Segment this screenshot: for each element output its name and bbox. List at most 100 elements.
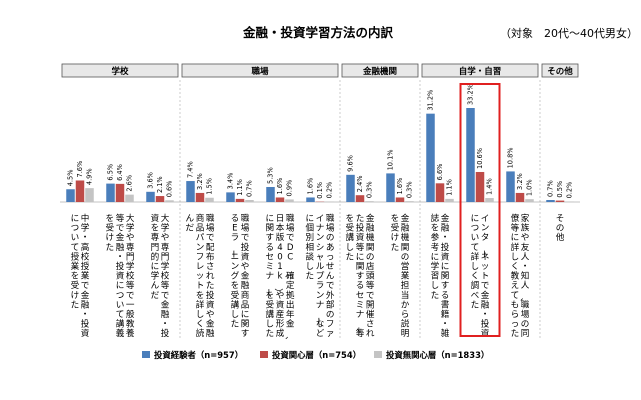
chart-title: 金融・投資学習方法の内訳 (242, 25, 394, 40)
bar-1-5 (226, 192, 235, 202)
bar-2-9 (395, 197, 405, 202)
value-label: 10.8% (507, 147, 515, 168)
value-label: 10.1% (387, 149, 395, 170)
bar-2-8 (355, 195, 365, 202)
bar-2-11 (475, 171, 485, 202)
value-label: 2.4% (356, 175, 364, 192)
bar-3-6 (285, 199, 294, 202)
bar-2-4 (195, 192, 205, 202)
group-dividers (179, 80, 541, 338)
value-label: 0.7% (246, 180, 254, 197)
value-label: 0.7% (547, 180, 555, 197)
legend-swatch (142, 351, 150, 358)
bar-3-2 (125, 194, 134, 202)
legend: 投資経験者（n=957） 投資関心層（n=754） 投資無関心層（n=1833） (142, 350, 489, 360)
value-label: 33.2% (467, 84, 475, 105)
category-label: 職場で配布された投資や金融商品パンフレットを詳しく読んだ (185, 212, 214, 339)
category-label: 職場で D C （確定拠出年金、日本版 4 0 1 k ）や資産形成に関するセミナーを受講した (262, 213, 294, 345)
bar-1-2 (106, 183, 115, 202)
legend-swatch (374, 351, 382, 358)
value-label: 1.0% (526, 179, 534, 196)
bar-3-1 (85, 188, 94, 202)
value-label: 1.5% (206, 178, 214, 195)
value-label: 0.6% (166, 181, 174, 198)
legend-swatch (260, 351, 268, 358)
value-label: 31.2% (427, 90, 435, 111)
bar-2-12 (515, 192, 525, 202)
category-group-headers: 学校 職場 金融機関 自学・自習 その他 (61, 63, 579, 78)
group-header-label: 自学・自習 (459, 66, 502, 77)
category-label: 金融・投資に関する書籍・雑誌を参考に学習した (431, 212, 450, 339)
value-label: 7.4% (187, 161, 195, 178)
category-labels: 中学・高校授業で金融・投資について授業を受けた大学や専門学校等で一般教養等で金融… (71, 212, 565, 345)
legend-label: 投資無関心層（n=1833） (386, 350, 489, 360)
category-label: 中学・高校授業で金融・投資について授業を受けた (71, 212, 90, 339)
bar-3-12 (525, 199, 534, 202)
bar-3-11 (485, 198, 494, 202)
bars (60, 108, 580, 203)
bar-1-12 (506, 171, 515, 202)
value-label: 1.6% (396, 178, 404, 195)
value-label: 2.6% (126, 175, 134, 192)
value-label: 0.5% (556, 181, 564, 198)
bar-3-3 (165, 200, 174, 202)
bar-1-3 (146, 191, 155, 202)
bar-1-8 (346, 174, 355, 202)
highlight-frame (459, 83, 501, 337)
bar-3-7 (325, 201, 334, 202)
bar-2-2 (115, 183, 125, 202)
bar-1-9 (386, 173, 395, 202)
highlight-box (459, 83, 501, 337)
value-label: 0.1% (316, 182, 324, 199)
category-label: インターネットで金融・投資について詳しく調べた (471, 213, 490, 339)
category-label: 家族や友人・知人、職場の同僚等に詳しく教えてもらった (511, 212, 530, 339)
value-label: 0.2% (566, 182, 574, 199)
value-label: 9.6% (347, 155, 355, 172)
value-label: 6.5% (107, 164, 115, 181)
legend-label: 投資関心層（n=754） (272, 350, 361, 360)
value-label: 3.4% (227, 173, 235, 190)
value-label: 10.6% (476, 148, 484, 169)
bar-3-10 (445, 198, 454, 202)
group-header-label: 学校 (111, 66, 129, 77)
bar-3-4 (205, 197, 214, 202)
value-label: 1.6% (307, 178, 315, 195)
value-label: 1.6% (276, 178, 284, 195)
value-label: 2.1% (156, 176, 164, 193)
value-label: 5.3% (267, 167, 275, 184)
bar-2-10 (435, 183, 445, 202)
group-header-box (541, 63, 579, 78)
category-label: 大学や専門学校等で金融・投資を専門的に学んだ (151, 212, 170, 339)
category-label: 職場で投資や金融商品に関する E ラーニングを受講した (228, 213, 250, 339)
bar-1-11 (466, 108, 475, 202)
value-label: 4.5% (67, 169, 75, 186)
bar-1-4 (186, 181, 195, 202)
value-label: 4.9% (86, 168, 94, 185)
category-label: 金融機関の店頭等で開催された投資等に関するセミナー等を受講した (345, 212, 374, 339)
bar-2-5 (235, 198, 245, 202)
bar-1-1 (66, 189, 75, 202)
value-label: 6.6% (436, 164, 444, 181)
value-label: 1.1% (236, 179, 244, 196)
category-label: その他 (556, 213, 565, 243)
value-label: 3.2% (196, 173, 204, 190)
bar-1-7 (306, 197, 315, 202)
category-label: 職場のあっせんで外部のファイナンシャルプランナーなどに個別相談した (305, 213, 334, 339)
value-label: 1.1% (446, 179, 454, 196)
bar-3-5 (245, 200, 254, 202)
bar-3-9 (405, 201, 414, 202)
bar-3-8 (365, 201, 374, 202)
bar-2-13 (555, 200, 565, 202)
value-label: 0.3% (366, 181, 374, 198)
bar-1-13 (546, 200, 555, 202)
bar-1-6 (266, 186, 275, 202)
group-header-label: その他 (547, 66, 573, 77)
bar-1-10 (426, 113, 435, 202)
chart-subtitle: （対象 20代〜40代男女） (500, 26, 638, 40)
value-label: 0.9% (286, 180, 294, 197)
value-label: 6.4% (116, 164, 124, 181)
group-header-box (421, 63, 539, 78)
group-header-label: 職場 (251, 66, 269, 77)
group-header-box (61, 63, 179, 78)
